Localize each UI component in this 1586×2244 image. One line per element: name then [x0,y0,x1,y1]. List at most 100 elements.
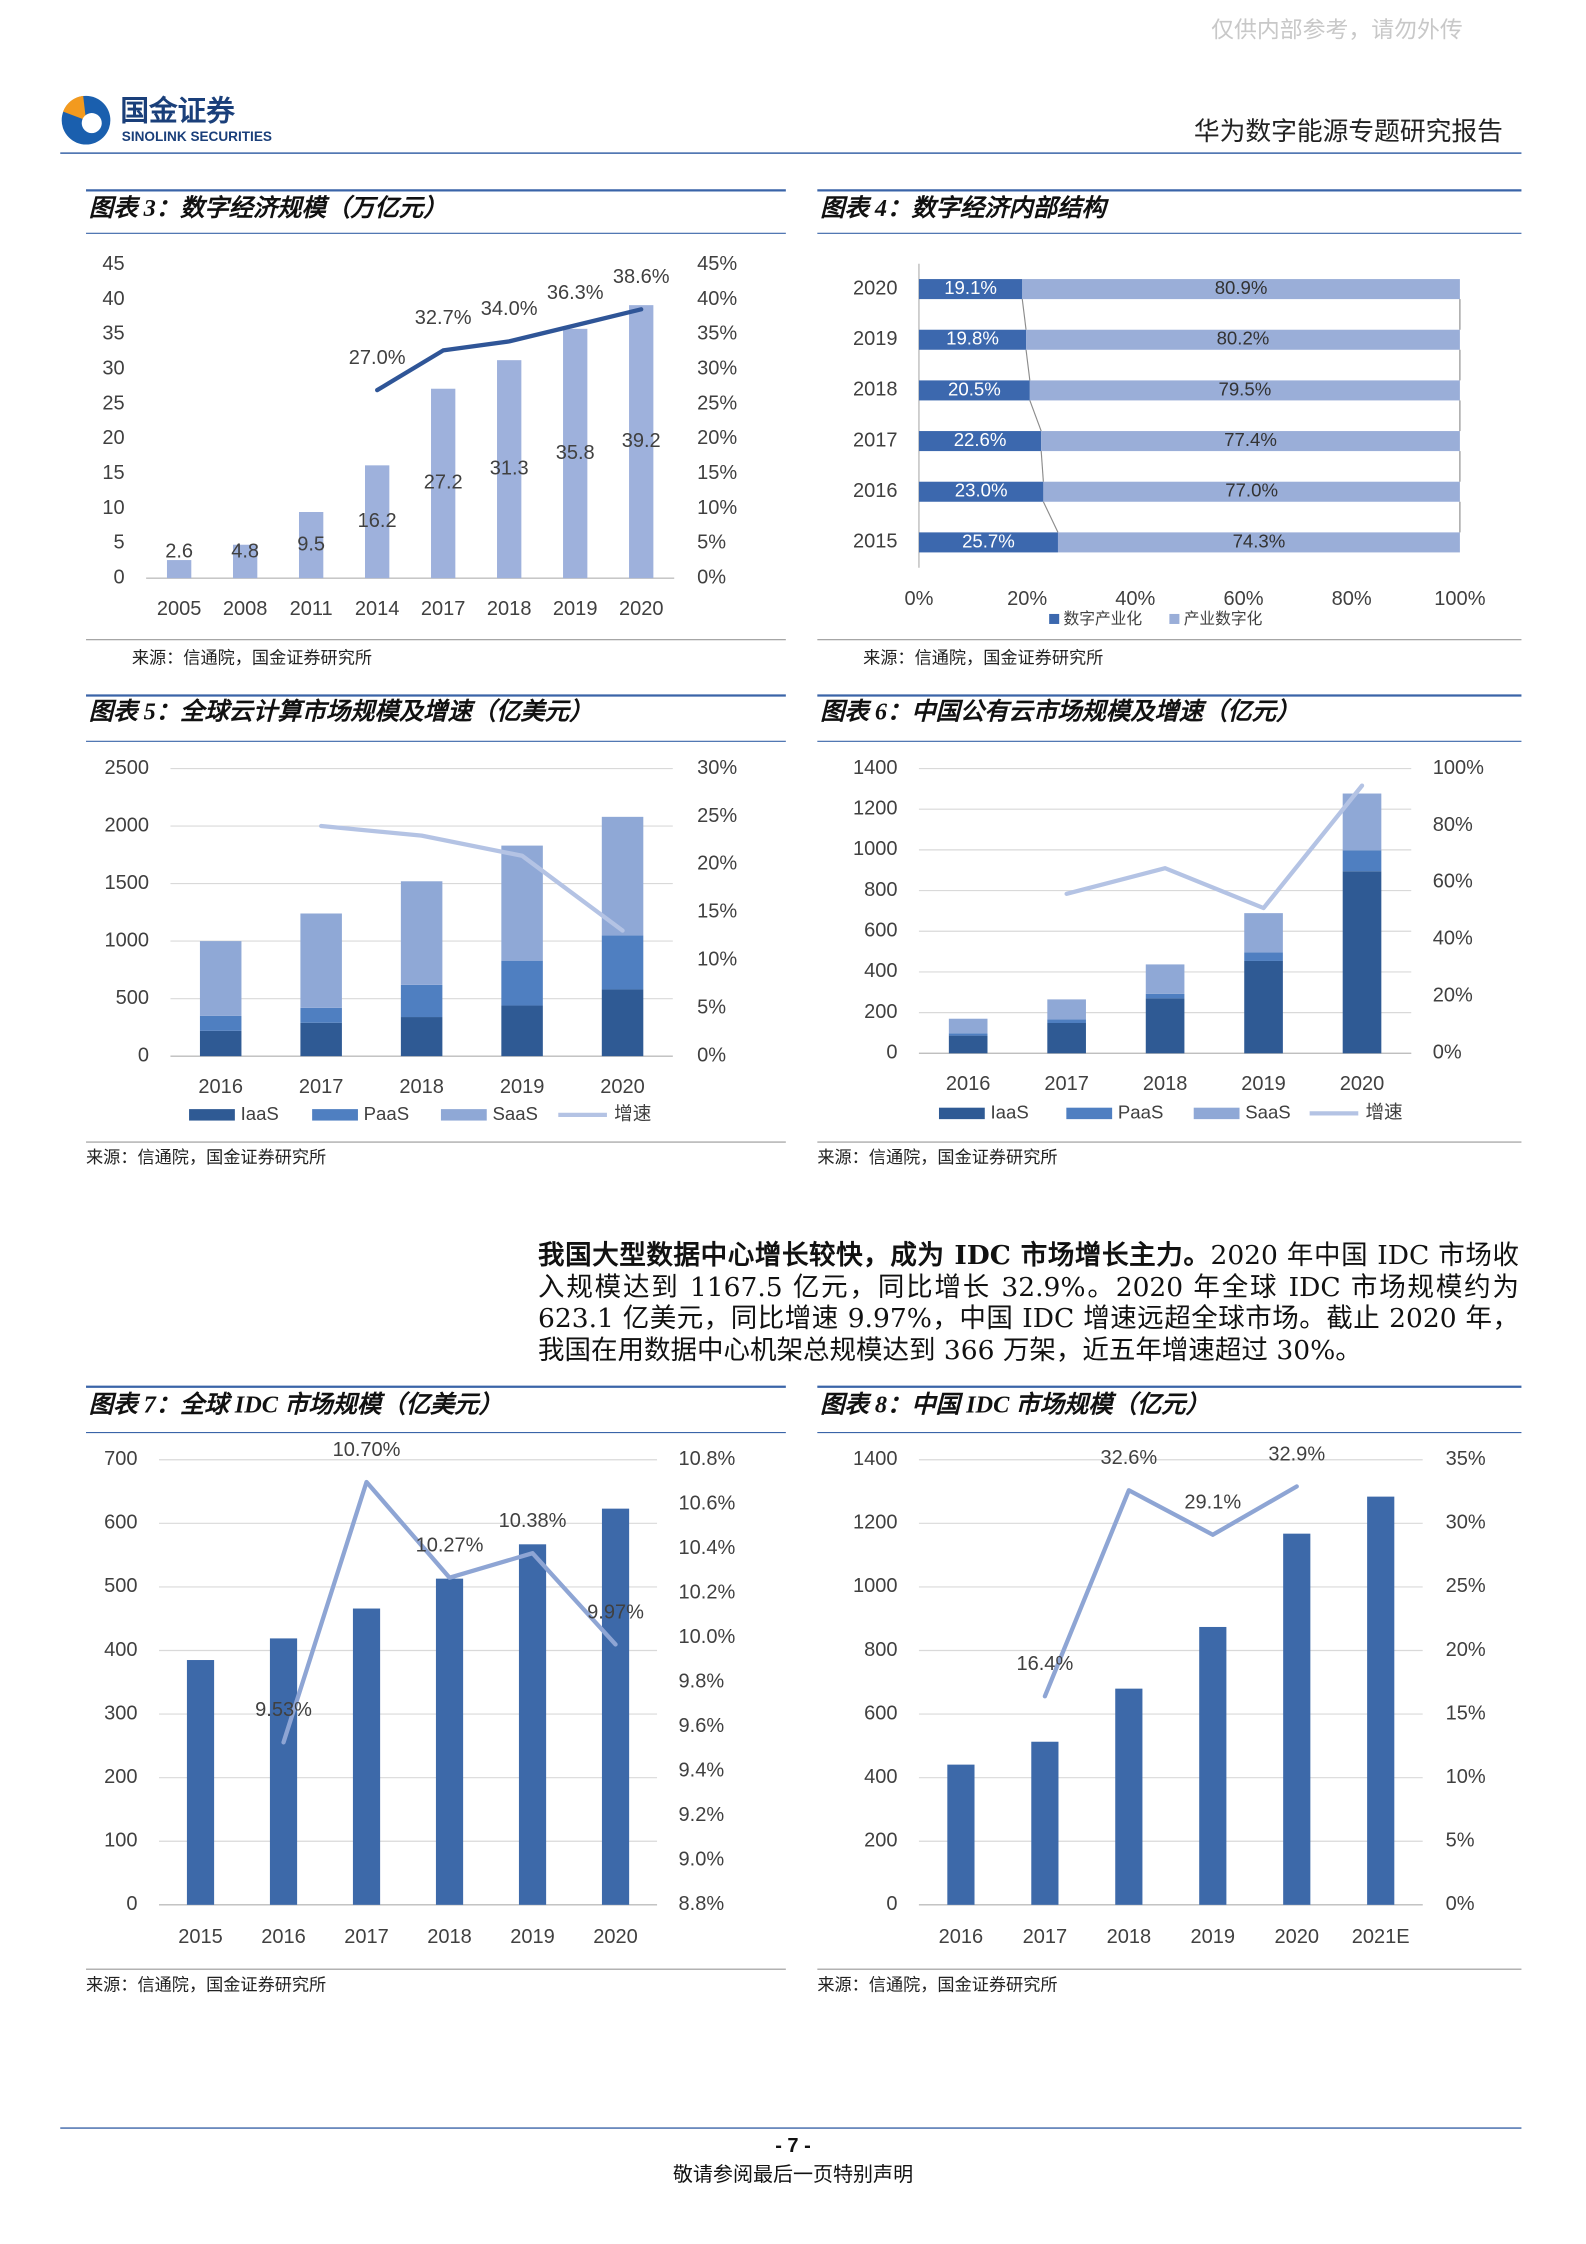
x-tick-label: 2018 [1107,1926,1152,1948]
y2-tick-label: 9.0% [679,1849,725,1871]
legend-swatch [1049,613,1060,624]
bar [1199,1626,1227,1905]
y2-tick-label: 10% [697,497,737,519]
paragraph-body: 2020 年中国 IDC 市场收入规模达到 1167.5 亿元，同比增长 32.… [538,1240,1519,1366]
legend-label: 增速 [1365,1101,1402,1122]
bar [947,1764,975,1905]
chart-source: 来源：信通院，国金证券研究所 [86,1148,326,1167]
y2-tick-label: 0% [697,1044,726,1066]
y2-tick-label: 25% [1446,1575,1486,1597]
legend-label: 数字产业化 [1063,610,1142,628]
x-tick-label: 2016 [939,1926,984,1948]
y-tick-label: 400 [864,960,897,982]
bar-segment [1043,481,1460,502]
bar-segment [918,532,1058,553]
legend-label: PaaS [364,1103,409,1124]
bar [601,989,644,1057]
data-label: 16.4% [1016,1653,1073,1675]
chart-title: 图表 5：全球云计算市场规模及增速（亿美元） [89,698,593,726]
watermark: 仅供内部参考，请勿外传 [1211,17,1463,43]
chart-title: 图表 4：数字经济内部结构 [820,194,1109,222]
x-tick-label: 2005 [157,598,202,620]
data-label: 34.0% [481,298,538,320]
y-tick-label: 2015 [853,531,898,553]
x-tick-label: 2016 [261,1926,306,1948]
y-tick-label: 25 [102,392,124,414]
data-label: 23.0% [955,480,1008,501]
x-tick-label: 2011 [290,598,333,620]
x-tick-label: 100% [1434,588,1485,610]
x-tick-label: 20% [1007,588,1047,610]
bar [300,1022,342,1057]
y-tick-label: 700 [104,1448,137,1470]
data-label: 32.6% [1100,1447,1157,1469]
y-tick-label: 2000 [104,814,149,836]
y-tick-label: 5 [114,532,125,554]
legend-swatch [938,1107,985,1120]
y2-tick-label: 100% [1433,757,1484,779]
bar [1047,999,1086,1020]
bar-segment [918,431,1042,452]
body-paragraph: 我国大型数据中心增长较快，成为 IDC 市场增长主力。2020 年中国 IDC … [538,1240,1519,1366]
data-label: 20.5% [948,378,1001,399]
paragraph-lead: 我国大型数据中心增长较快，成为 IDC 市场增长主力。 [538,1240,1211,1271]
bar [400,1017,443,1057]
series-connector [1040,451,1044,482]
line-series [281,1479,618,1745]
y-tick-label: 100 [104,1830,137,1852]
x-tick-label: 2019 [500,1076,545,1098]
data-label: 29.1% [1184,1492,1241,1514]
chart-source: 来源：信通院，国金证券研究所 [863,649,1103,668]
data-label: 9.97% [587,1601,644,1623]
logo-english: SINOLINK SECURITIES [122,129,272,144]
y2-tick-label: 60% [1433,871,1473,893]
legend-label: SaaS [1245,1101,1290,1122]
bar [1145,998,1185,1054]
y-tick-label: 1000 [853,1575,898,1597]
data-label: 79.5% [1219,378,1272,399]
x-tick-label: 2019 [510,1926,555,1948]
y2-tick-label: 9.2% [679,1804,725,1826]
logo-inner [81,113,102,134]
series-connector [1025,349,1031,381]
y-tick-label: 400 [864,1766,897,1788]
chart-title: 图表 8：中国 IDC 市场规模（亿元） [820,1390,1210,1418]
bar [1047,1019,1086,1023]
series-connector [1029,400,1042,432]
y-tick-label: 2500 [104,757,149,779]
legend-label: IaaS [990,1101,1028,1122]
x-tick-label: 2019 [1241,1073,1286,1095]
bar [497,360,522,579]
bar-segment [1057,532,1460,553]
bar-segment [918,481,1044,502]
y2-tick-label: 10% [1446,1766,1486,1788]
legend-label: PaaS [1118,1101,1164,1122]
data-label: 10.38% [499,1510,567,1532]
x-tick-label: 2016 [946,1073,991,1095]
y2-tick-label: 30% [697,757,737,779]
y2-tick-label: 20% [697,853,737,875]
x-tick-label: 2018 [399,1076,444,1098]
chart-title: 图表 6：中国公有云市场规模及增速（亿元） [820,698,1300,726]
data-label: 16.2 [358,510,397,532]
y2-tick-label: 10.8% [679,1448,736,1470]
bar [1115,1688,1143,1905]
bar [352,1608,381,1905]
legend-swatch [189,1109,235,1121]
y2-tick-label: 20% [697,427,737,449]
data-label: 31.3 [490,457,529,479]
y-tick-label: 600 [864,1702,897,1724]
data-label: 32.7% [415,307,472,329]
y-tick-label: 2017 [853,429,898,451]
y2-tick-label: 40% [697,288,737,310]
y-tick-label: 2020 [853,277,898,299]
data-label: 10.27% [416,1535,484,1557]
y-tick-label: 40 [102,288,124,310]
data-label: 32.9% [1268,1443,1325,1465]
bar-segment [1022,279,1460,300]
bar [1244,960,1283,1054]
y-tick-label: 2018 [853,379,898,401]
x-tick-label: 2018 [427,1926,472,1948]
bar [435,1578,464,1905]
